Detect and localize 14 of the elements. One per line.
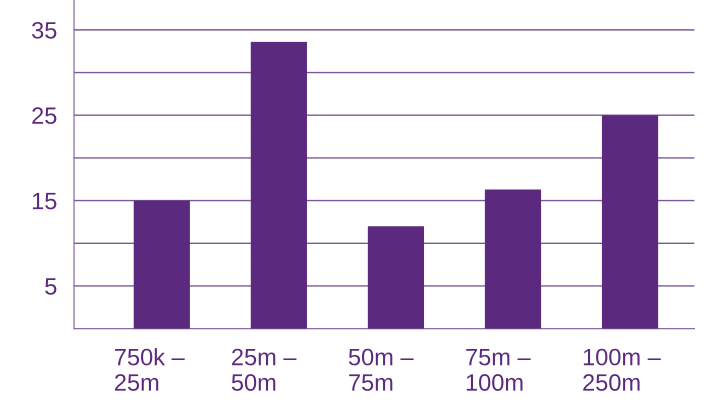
y-tick-label: 25 (32, 107, 56, 124)
x-tick-label: 75m – 100m (466, 348, 531, 391)
x-tick-label: 50m – 75m (348, 348, 414, 391)
x-tick-label: 750k – 25m (115, 348, 185, 391)
y-tick-label: 5 (45, 278, 56, 295)
x-tick-label: 25m – 50m (232, 348, 296, 391)
y-tick-label: 15 (32, 192, 56, 210)
x-tick-label: 100m – 250m (583, 348, 661, 391)
bar (368, 226, 424, 329)
bar (484, 190, 542, 329)
bar (134, 200, 190, 329)
y-tick-label: 35 (32, 22, 56, 39)
bar (602, 115, 658, 329)
bar (250, 42, 307, 329)
